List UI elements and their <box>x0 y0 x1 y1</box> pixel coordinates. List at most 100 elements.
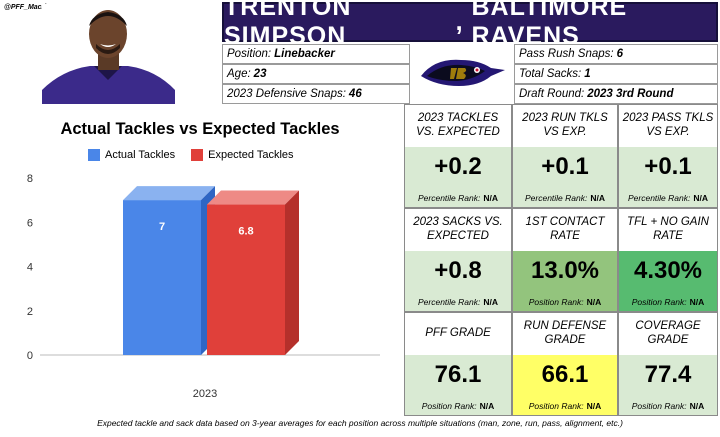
stat-card-pff-grade: PFF GRADE 76.1 Position Rank: N/A <box>404 312 512 416</box>
snaps-value: 46 <box>348 88 362 100</box>
stat-rank-value: N/A <box>590 193 605 203</box>
y-tick-label: 0 <box>27 350 33 362</box>
info-snaps: 2023 Defensive Snaps: 46 <box>222 84 410 104</box>
draft-value: 2023 3rd Round <box>587 88 674 100</box>
player-headshot-icon <box>42 4 175 104</box>
stat-rank-label: Percentile Rank: <box>524 193 588 203</box>
stat-header: RUN DEFENSE GRADE <box>513 313 617 355</box>
stat-rank: Percentile Rank: N/A <box>513 189 617 207</box>
stat-rank: Position Rank: N/A <box>405 397 511 415</box>
stat-header: 2023 TACKLES vs. EXPECTED <box>405 105 511 147</box>
stat-rank: Percentile Rank: N/A <box>405 189 511 207</box>
stat-card-coverage-grade: COVERAGE GRADE 77.4 Position Rank: N/A <box>618 312 718 416</box>
stat-rank-label: Position Rank: <box>528 297 584 307</box>
info-age: Age: 23 <box>222 64 410 84</box>
data-label-expected: 6.8 <box>238 226 253 238</box>
legend-expected-swatch <box>191 149 204 161</box>
stat-value: +0.8 <box>434 257 482 284</box>
stat-value: +0.2 <box>434 153 482 180</box>
bar-top-expected <box>207 190 299 205</box>
stat-rank-label: Position Rank: <box>631 297 687 307</box>
data-label-actual: 7 <box>159 221 165 233</box>
position-label: Position: <box>227 48 272 60</box>
stat-header: 2023 PASS TKLs vs EXP. <box>619 105 717 147</box>
sacks-label: Total Sacks: <box>519 68 582 80</box>
legend-actual: Actual Tackles <box>88 149 175 161</box>
stat-card-run-defense-grade: RUN DEFENSE GRADE 66.1 Position Rank: N/A <box>512 312 618 416</box>
y-tick-label: 6 <box>27 217 33 229</box>
stat-value: +0.1 <box>644 153 692 180</box>
stat-rank-value: N/A <box>693 193 708 203</box>
team-name: BALTIMORE RAVENS <box>471 0 628 50</box>
raven-head-icon <box>421 59 505 86</box>
stat-value: 66.1 <box>541 361 589 388</box>
stat-header: TFL + NO GAIN RATE <box>619 209 717 251</box>
stat-header: 1ST CONTACT RATE <box>513 209 617 251</box>
stat-rank-value: N/A <box>689 401 705 411</box>
stat-rank-value: N/A <box>586 401 602 411</box>
bar-side-expected <box>285 190 299 355</box>
bar-expected <box>207 204 285 355</box>
stat-rank-label: Percentile Rank: <box>417 297 481 307</box>
twitter-handle: @PFF_Macri <box>4 4 47 11</box>
sacks-value: 1 <box>584 68 591 80</box>
stat-rank-label: Position Rank: <box>631 401 687 411</box>
stat-rank-value: N/A <box>689 297 705 307</box>
legend-actual-swatch <box>88 149 100 161</box>
stat-header: 2023 SACKS vs. EXPECTED <box>405 209 511 251</box>
stat-rank-label: Position Rank: <box>421 401 477 411</box>
y-tick-label: 8 <box>27 173 33 185</box>
player-photo <box>42 4 175 104</box>
stat-rank-value: N/A <box>483 193 498 203</box>
tackles-chart: Actual Tackles vs Expected Tackles Actua… <box>0 104 404 416</box>
stat-value: +0.1 <box>541 153 589 180</box>
bar-actual <box>123 200 201 355</box>
position-value: Linebacker <box>274 48 335 60</box>
bar-top-actual <box>123 186 215 201</box>
stat-value: 4.30% <box>633 257 703 284</box>
stat-header: COVERAGE GRADE <box>619 313 717 355</box>
stat-value: 77.4 <box>644 361 692 388</box>
stat-card-1st-contact-rate: 1ST CONTACT RATE 13.0% Position Rank: N/A <box>512 208 618 312</box>
stat-rank-value: N/A <box>479 401 495 411</box>
stat-grid: 2023 TACKLES vs. EXPECTED +0.2 Percentile … <box>404 104 718 416</box>
stat-card-2023-run-tkls-vs-exp: 2023 RUN TKLs vs EXP. +0.1 Percentile Rank… <box>512 104 618 208</box>
info-pass-rush: Pass Rush Snaps: 6 <box>514 44 718 64</box>
stat-rank-label: Percentile Rank: <box>417 193 481 203</box>
pass-rush-value: 6 <box>616 48 624 60</box>
ravens-logo <box>410 44 514 104</box>
stat-rank-value: N/A <box>586 297 602 307</box>
chart-legend: Actual Tackles Expected Tackles <box>88 149 294 161</box>
stat-rank: Position Rank: N/A <box>619 293 717 311</box>
legend-expected: Expected Tackles <box>191 149 294 161</box>
banner-separator: , <box>455 7 472 36</box>
stat-rank-label: Percentile Rank: <box>627 193 691 203</box>
stat-rank-value: N/A <box>483 297 498 307</box>
age-label: Age: <box>227 68 251 80</box>
age-value: 23 <box>253 68 267 80</box>
x-tick-label: 2023 <box>193 388 217 400</box>
y-tick-label: 2 <box>27 306 33 318</box>
bar-side-actual <box>201 186 215 355</box>
stat-rank: Percentile Rank: N/A <box>619 189 717 207</box>
player-banner: TRENTON SIMPSON, BALTIMORE RAVENS <box>222 0 718 50</box>
info-draft: Draft Round: 2023 3rd Round <box>514 84 718 104</box>
stat-rank: Percentile Rank: N/A <box>405 293 511 311</box>
draft-label: Draft Round: <box>519 88 585 100</box>
stat-card-2023-pass-tkls-vs-exp: 2023 PASS TKLs vs EXP. +0.1 Percentile Ran… <box>618 104 718 208</box>
info-position: Position: Linebacker <box>222 44 410 64</box>
stat-card-2023-tackles-vs-expected: 2023 TACKLES vs. EXPECTED +0.2 Percentile … <box>404 104 512 208</box>
stat-header: 2023 RUN TKLs vs EXP. <box>513 105 617 147</box>
stat-card-tfl-no-gain-rate: TFL + NO GAIN RATE 4.30% Position Rank: N/A <box>618 208 718 312</box>
stat-header: PFF GRADE <box>405 313 511 355</box>
legend-expected-label: Expected Tackles <box>208 149 294 161</box>
stat-rank: Position Rank: N/A <box>513 397 617 415</box>
legend-actual-label: Actual Tackles <box>105 149 176 161</box>
pass-rush-label: Pass Rush Snaps: <box>519 48 614 60</box>
stat-rank: Position Rank: N/A <box>513 293 617 311</box>
y-tick-label: 4 <box>27 262 33 274</box>
info-sacks: Total Sacks: 1 <box>514 64 718 84</box>
stat-card-2023-sacks-vs-expected: 2023 SACKS vs. EXPECTED +0.8 Percentile Ra… <box>404 208 512 312</box>
stat-value: 13.0% <box>530 257 600 284</box>
stat-rank: Position Rank: N/A <box>619 397 717 415</box>
